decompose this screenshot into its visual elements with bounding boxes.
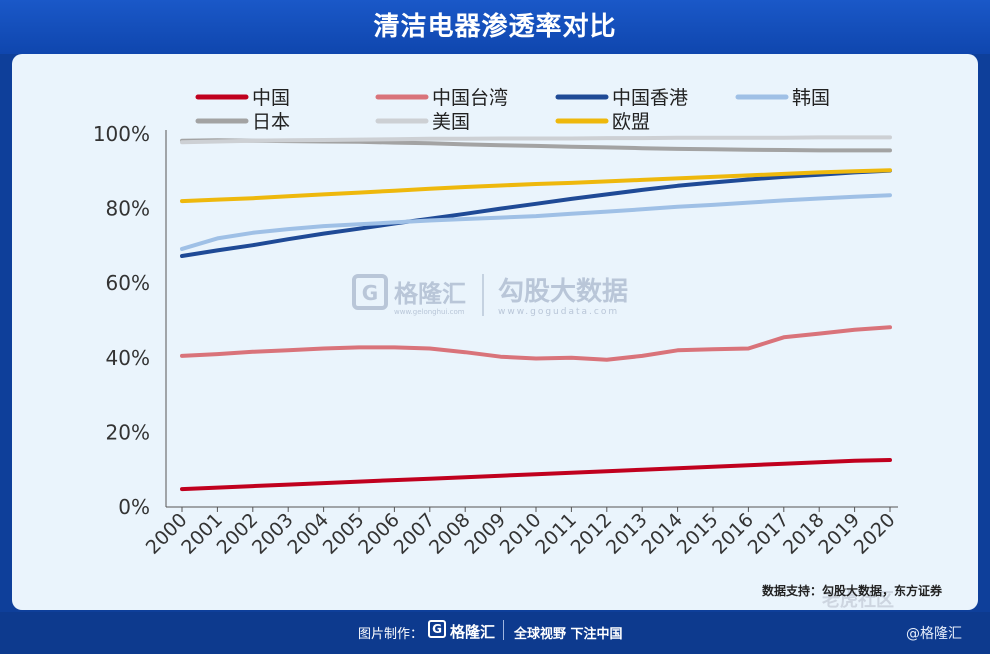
y-tick-label: 60% [106, 271, 150, 295]
watermark-db-url: www.gogudata.com [498, 307, 619, 317]
legend-label: 韩国 [792, 87, 830, 109]
brand-name: 格隆汇 [450, 623, 496, 641]
watermark-logo-icon [352, 274, 388, 310]
series-line [180, 193, 892, 251]
legend-label: 中国香港 [612, 87, 688, 109]
watermark-brand-url: www.gelonghui.com [394, 308, 465, 316]
y-tick-label: 0% [118, 495, 150, 519]
y-tick-label: 80% [106, 197, 150, 221]
watermark-corner: 老虎社区 [822, 589, 894, 611]
y-tick-label: 100% [93, 122, 150, 146]
title-band [0, 0, 990, 54]
series-line [180, 168, 892, 258]
series-line [180, 135, 892, 145]
data-source-note: 数据支持：勾股大数据，东方证券 [762, 584, 943, 598]
legend-label: 日本 [252, 111, 290, 133]
page-title: 清洁电器渗透率对比 [373, 12, 617, 42]
watermark-db-name: 勾股大数据 [498, 277, 628, 307]
legend-label: 中国台湾 [432, 87, 508, 109]
x-tick-label: 2020 [850, 509, 900, 559]
brand-logo-icon: G [428, 620, 446, 638]
y-tick-label: 20% [106, 420, 150, 444]
watermark-logo-letter: G [362, 281, 378, 305]
axis-layer: 0%20%40%60%80%100%2000200120022003200420… [93, 122, 900, 559]
y-tick-label: 40% [106, 346, 150, 370]
footer-slogan: 全球视野 下注中国 [514, 627, 623, 642]
watermark-brand: 格隆汇 [394, 280, 466, 308]
legend-label: 中国 [252, 87, 290, 109]
footer-band [0, 612, 990, 654]
series-line [180, 458, 892, 492]
legend-label: 欧盟 [612, 111, 650, 133]
footer-divider [503, 620, 504, 640]
series-line [180, 168, 892, 204]
series-line [180, 325, 892, 362]
credit-label: 图片制作： [358, 627, 424, 642]
author-handle: @格隆汇 [906, 626, 962, 642]
series-layer [180, 135, 892, 492]
legend-label: 美国 [432, 111, 470, 133]
